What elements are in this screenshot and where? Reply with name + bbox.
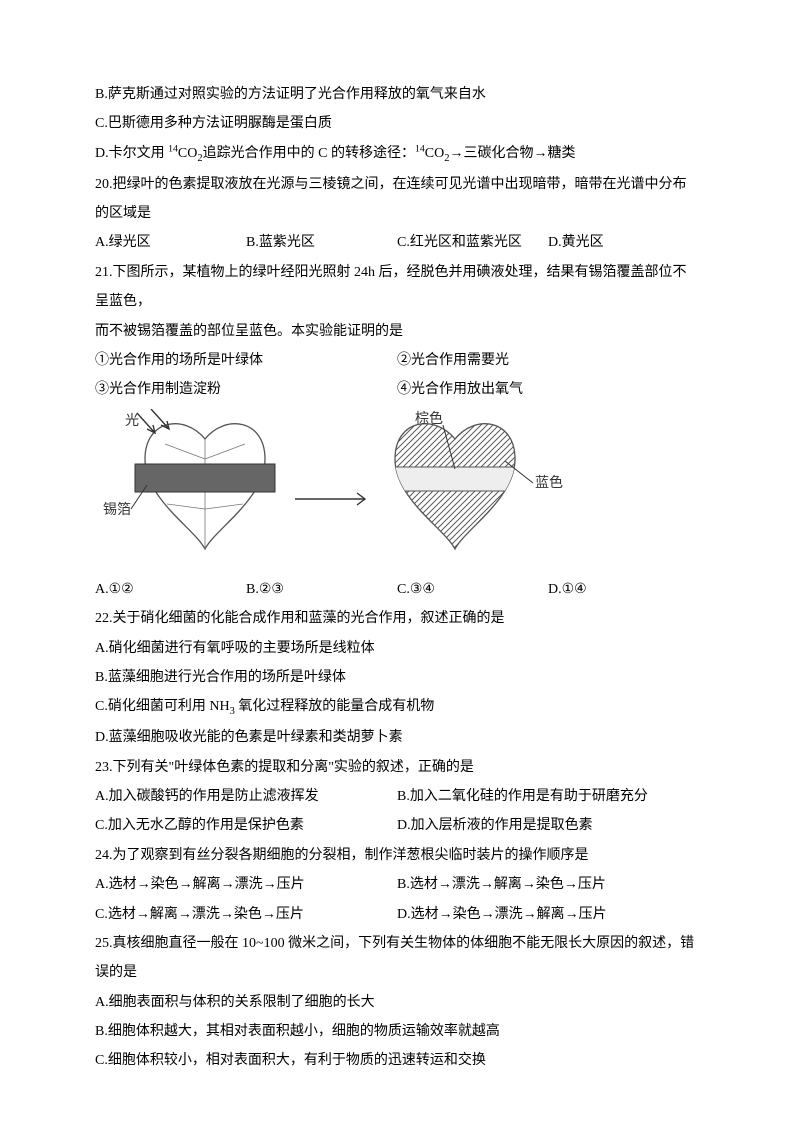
label-brown: 棕色: [415, 410, 443, 427]
q21-option-b: B.②③: [246, 575, 397, 604]
text: CO: [178, 146, 197, 161]
q22-option-a: A.硝化细菌进行有氧呼吸的主要场所是线粒体: [95, 634, 699, 663]
q25-option-b: B.细胞体积越大，其相对表面积越小，细胞的物质运输效率就越高: [95, 1017, 699, 1046]
foil-rect: [135, 464, 275, 492]
q24-options-row2: C.选材→解离→漂洗→染色→压片 D.选材→染色→漂洗→解离→压片: [95, 900, 699, 929]
q21-sub4: ④光合作用放出氧气: [397, 375, 699, 404]
q21-sub3: ③光合作用制造淀粉: [95, 375, 397, 404]
sup-14: 14: [168, 143, 178, 154]
q22-option-c: C.硝化细菌可利用 NH3 氧化过程释放的能量合成有机物: [95, 692, 699, 723]
sup-14: 14: [415, 143, 425, 154]
q21-stem-line2: 而不被锡箔覆盖的部位呈蓝色。本实验能证明的是: [95, 317, 699, 346]
q21-subopts-row2: ③光合作用制造淀粉 ④光合作用放出氧气: [95, 375, 699, 404]
q22-option-d: D.蓝藻细胞吸收光能的色素是叶绿素和类胡萝卜素: [95, 723, 699, 752]
q21-option-a: A.①②: [95, 575, 246, 604]
q24-options-row1: A.选材→染色→解离→漂洗→压片 B.选材→漂洗→解离→染色→压片: [95, 870, 699, 899]
label-foil: 锡箔: [103, 502, 131, 518]
exam-page: B.萨克斯通过对照实验的方法证明了光合作用释放的氧气来自水 C.巴斯德用多种方法…: [0, 0, 794, 1123]
label-blue: 蓝色: [535, 474, 563, 491]
q23-option-b: B.加入二氧化硅的作用是有助于研磨充分: [397, 782, 699, 811]
q24-option-b: B.选材→漂洗→解离→染色→压片: [397, 870, 699, 899]
q22-option-b: B.蓝藻细胞进行光合作用的场所是叶绿体: [95, 663, 699, 692]
q22-stem: 22.关于硝化细菌的化能合成作用和蓝藻的光合作用，叙述正确的是: [95, 604, 699, 633]
q23-option-d: D.加入层析液的作用是提取色素: [397, 811, 699, 840]
q19-option-c: C.巴斯德用多种方法证明脲酶是蛋白质: [95, 109, 699, 138]
q21-option-c: C.③④: [397, 575, 548, 604]
q24-option-d: D.选材→染色→漂洗→解离→压片: [397, 900, 699, 929]
q23-options-row2: C.加入无水乙醇的作用是保护色素 D.加入层析液的作用是提取色素: [95, 811, 699, 840]
q19-option-d: D.卡尔文用 14CO2追踪光合作用中的 C 的转移途径：14CO2→三碳化合物…: [95, 139, 699, 170]
q24-option-a: A.选材→染色→解离→漂洗→压片: [95, 870, 397, 899]
q23-option-c: C.加入无水乙醇的作用是保护色素: [95, 811, 397, 840]
q21-stem-line1: 21.下图所示，某植物上的绿叶经阳光照射 24h 后，经脱色并用碘液处理，结果有…: [95, 258, 699, 317]
text: 追踪光合作用中的 C 的转移途径：: [203, 146, 415, 161]
q20-options: A.绿光区 B.蓝紫光区 C.红光区和蓝紫光区 D.黄光区: [95, 228, 699, 257]
q20-stem: 20.把绿叶的色素提取液放在光源与三棱镜之间，在连续可见光谱中出现暗带，暗带在光…: [95, 170, 699, 229]
q23-options-row1: A.加入碳酸钙的作用是防止滤液挥发 B.加入二氧化硅的作用是有助于研磨充分: [95, 782, 699, 811]
brown-band: [395, 467, 515, 491]
text: CO: [425, 146, 444, 161]
q20-option-d: D.黄光区: [548, 228, 699, 257]
q21-sub1: ①光合作用的场所是叶绿体: [95, 346, 397, 375]
transition-arrow: [295, 493, 365, 505]
q21-sub2: ②光合作用需要光: [397, 346, 699, 375]
q21-diagram: 光 锡箔 棕色 蓝色: [95, 405, 699, 575]
q21-option-d: D.①④: [548, 575, 699, 604]
q21-subopts-row1: ①光合作用的场所是叶绿体 ②光合作用需要光: [95, 346, 699, 375]
q20-option-a: A.绿光区: [95, 228, 246, 257]
q20-option-c: C.红光区和蓝紫光区: [397, 228, 548, 257]
q25-option-c: C.细胞体积较小，相对表面积大，有利于物质的迅速转运和交换: [95, 1046, 699, 1075]
text: C.硝化细菌可利用 NH: [95, 699, 230, 714]
q24-option-c: C.选材→解离→漂洗→染色→压片: [95, 900, 397, 929]
q25-stem: 25.真核细胞直径一般在 10~100 微米之间，下列有关生物体的体细胞不能无限…: [95, 929, 699, 988]
q23-option-a: A.加入碳酸钙的作用是防止滤液挥发: [95, 782, 397, 811]
q19-option-b: B.萨克斯通过对照实验的方法证明了光合作用释放的氧气来自水: [95, 80, 699, 109]
leaf-diagram-svg: 光 锡箔 棕色 蓝色: [95, 409, 585, 569]
q25-option-a: A.细胞表面积与体积的关系限制了细胞的长大: [95, 988, 699, 1017]
q20-option-b: B.蓝紫光区: [246, 228, 397, 257]
q21-options: A.①② B.②③ C.③④ D.①④: [95, 575, 699, 604]
text: →三碳化合物→糖类: [449, 146, 575, 161]
q23-stem: 23.下列有关"叶绿体色素的提取和分离"实验的叙述，正确的是: [95, 753, 699, 782]
text: 氧化过程释放的能量合成有机物: [235, 699, 435, 714]
label-light: 光: [125, 413, 139, 429]
q24-stem: 24.为了观察到有丝分裂各期细胞的分裂相，制作洋葱根尖临时装片的操作顺序是: [95, 841, 699, 870]
text: D.卡尔文用: [95, 146, 168, 161]
